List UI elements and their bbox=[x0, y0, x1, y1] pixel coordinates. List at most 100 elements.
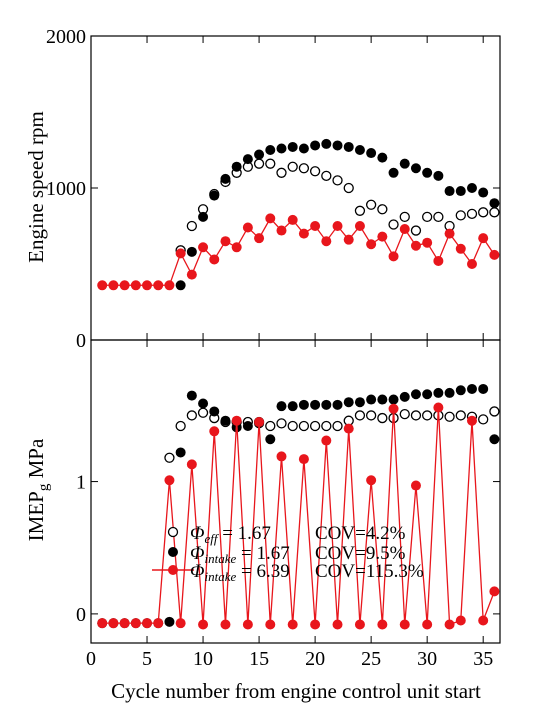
data-point-red bbox=[422, 619, 433, 630]
data-point-red bbox=[175, 248, 186, 259]
data-point-filled bbox=[287, 141, 298, 152]
legend-label: Φintake = 6.39 bbox=[190, 561, 290, 584]
data-point-open bbox=[309, 166, 321, 177]
data-point-red bbox=[108, 280, 119, 291]
legend-subscript: intake bbox=[204, 551, 236, 566]
bottom-y-axis-label-main: IMEP bbox=[24, 491, 48, 541]
data-point-filled bbox=[366, 394, 377, 405]
data-point-filled bbox=[422, 389, 433, 400]
data-point-filled bbox=[254, 149, 265, 160]
data-point-open bbox=[265, 420, 276, 432]
plot-frame bbox=[90, 35, 501, 341]
data-point-red bbox=[410, 480, 421, 491]
data-point-open bbox=[354, 410, 366, 421]
legend-symbol: Φ bbox=[190, 523, 204, 544]
data-point-red bbox=[489, 586, 500, 597]
data-point-filled bbox=[242, 421, 253, 432]
data-point-red bbox=[332, 221, 343, 231]
data-point-filled bbox=[321, 399, 332, 410]
data-point-filled bbox=[444, 186, 455, 197]
data-point-filled bbox=[422, 167, 433, 178]
data-point-red bbox=[287, 214, 298, 225]
data-point-red bbox=[287, 619, 298, 630]
data-point-filled bbox=[354, 397, 365, 408]
data-point-filled bbox=[410, 163, 421, 174]
data-point-filled bbox=[388, 394, 399, 405]
data-point-filled bbox=[444, 387, 455, 398]
data-point-filled bbox=[332, 140, 343, 151]
legend-value: = 6.39 bbox=[236, 561, 289, 582]
data-point-red bbox=[466, 259, 477, 269]
data-point-filled bbox=[410, 389, 421, 400]
data-point-filled bbox=[298, 143, 309, 154]
data-point-red bbox=[265, 619, 276, 630]
data-point-open bbox=[197, 407, 209, 418]
data-point-filled bbox=[478, 383, 489, 394]
data-point-red bbox=[478, 615, 489, 626]
data-point-open bbox=[287, 420, 298, 432]
data-point-open bbox=[175, 420, 186, 432]
x-tick-label: 5 bbox=[142, 648, 152, 670]
x-axis-label: Cycle number from engine control unit st… bbox=[111, 679, 481, 703]
data-point-open bbox=[422, 410, 433, 421]
data-point-red bbox=[455, 243, 466, 254]
data-point-open bbox=[332, 175, 343, 186]
data-point-red bbox=[119, 618, 130, 629]
data-point-red bbox=[366, 475, 377, 486]
data-point-red bbox=[254, 233, 265, 244]
x-tick-label: 0 bbox=[86, 648, 96, 670]
data-point-red bbox=[220, 619, 231, 630]
data-point-red bbox=[153, 280, 164, 291]
legend-entry-phi-eff: Φeff = 1.67 COV=4.2% bbox=[167, 523, 406, 546]
data-point-red bbox=[332, 619, 343, 630]
data-point-red bbox=[142, 280, 153, 291]
data-point-filled bbox=[186, 246, 197, 257]
data-point-red bbox=[175, 618, 186, 629]
data-point-red bbox=[310, 619, 321, 630]
data-point-open bbox=[377, 204, 388, 215]
data-point-red bbox=[377, 231, 388, 242]
legend-cov: COV=9.5% bbox=[315, 543, 406, 564]
legend-marker-open-circle bbox=[167, 526, 179, 538]
data-point-red bbox=[310, 221, 321, 231]
data-point-filled bbox=[466, 383, 477, 394]
data-point-red bbox=[377, 619, 388, 630]
data-point-filled bbox=[265, 434, 276, 445]
data-point-red bbox=[433, 402, 444, 413]
data-point-red bbox=[242, 222, 253, 233]
y-tick-label: 2000 bbox=[46, 26, 86, 48]
data-point-red bbox=[153, 618, 164, 629]
data-point-red bbox=[97, 618, 108, 629]
data-point-open bbox=[298, 163, 310, 174]
data-point-open bbox=[365, 410, 377, 421]
data-point-open bbox=[365, 199, 377, 210]
legend-value: = 1.67 bbox=[236, 543, 289, 564]
data-point-filled bbox=[399, 391, 410, 402]
data-point-filled bbox=[198, 398, 209, 409]
legend-marker-filled-circle bbox=[168, 547, 178, 557]
data-point-red bbox=[198, 242, 209, 253]
data-point-open bbox=[455, 210, 466, 221]
data-point-red bbox=[444, 619, 455, 630]
data-point-red bbox=[343, 423, 354, 434]
data-point-open bbox=[253, 158, 265, 169]
data-point-filled bbox=[298, 399, 309, 410]
data-point-filled bbox=[388, 167, 399, 178]
data-point-filled bbox=[399, 158, 410, 169]
x-tick-label: 25 bbox=[361, 648, 381, 670]
data-point-red bbox=[119, 280, 130, 291]
data-point-red bbox=[321, 236, 332, 247]
data-point-open bbox=[410, 225, 422, 236]
data-point-open bbox=[321, 420, 332, 432]
data-point-red bbox=[366, 239, 377, 250]
data-point-filled bbox=[310, 140, 321, 151]
data-point-open bbox=[186, 220, 197, 232]
legend-cov: COV=4.2% bbox=[315, 523, 406, 544]
data-point-filled bbox=[198, 211, 209, 222]
data-point-open bbox=[489, 207, 500, 218]
data-point-filled bbox=[466, 183, 477, 193]
data-point-filled bbox=[489, 434, 500, 445]
data-point-red bbox=[489, 249, 500, 260]
data-point-open bbox=[321, 170, 332, 181]
